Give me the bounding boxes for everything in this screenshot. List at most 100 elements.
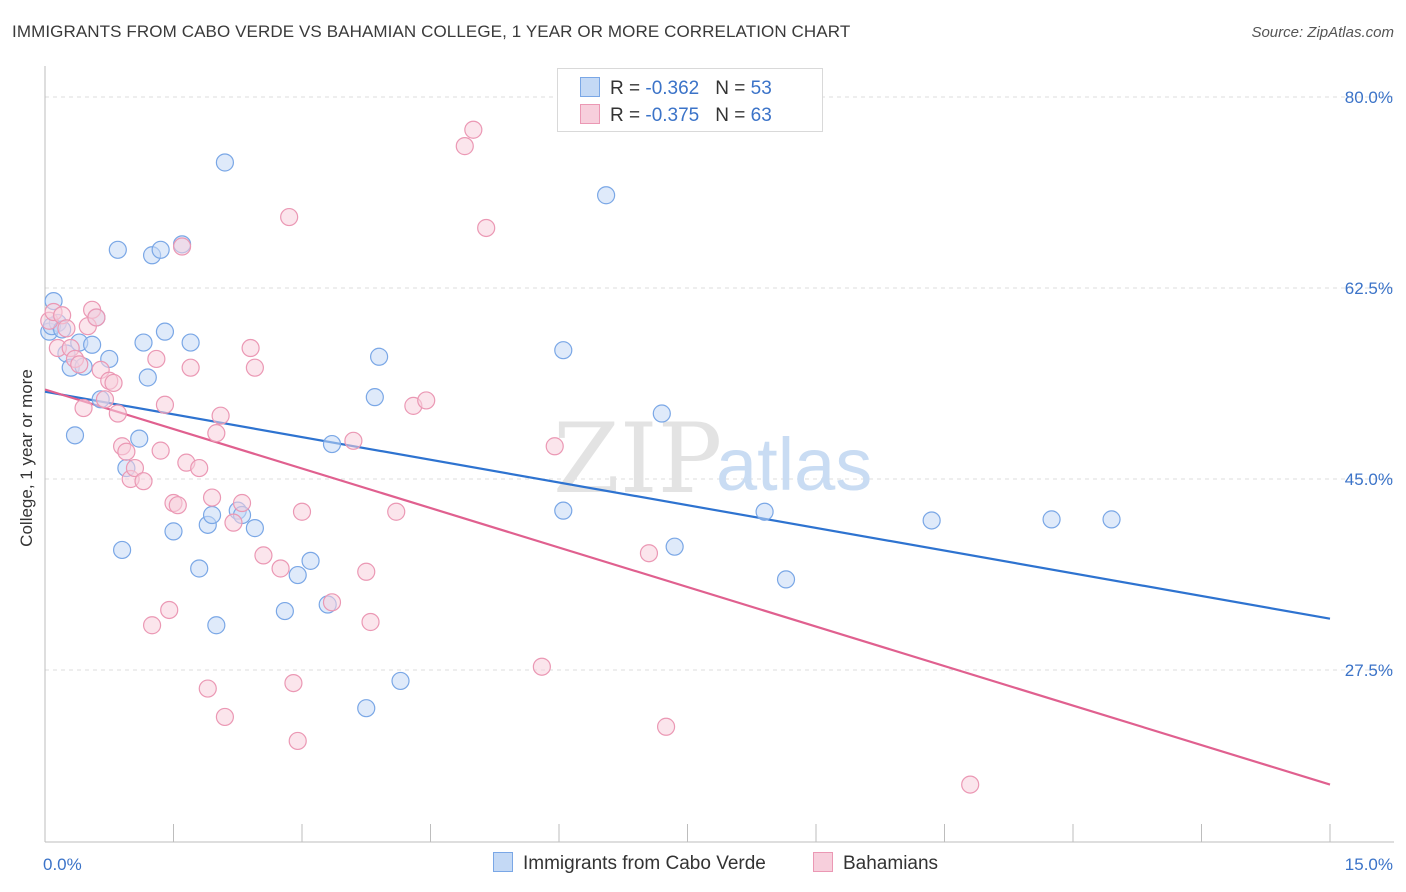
point-cabo-verde [922,511,941,530]
point-bahamians [168,496,187,515]
data-points [40,120,1121,794]
point-cabo-verde [554,501,573,520]
point-bahamians [215,707,234,727]
legend-r-value: -0.362 [645,78,700,99]
series-legend-bahamians: Bahamians [813,852,938,875]
point-cabo-verde [391,671,410,691]
source-label: Source: ZipAtlas.com [1251,24,1394,41]
point-bahamians [280,207,299,227]
point-bahamians [211,406,230,425]
point-bahamians [117,442,136,461]
series-label-bahamians: Bahamians [843,853,939,874]
point-bahamians [147,349,166,369]
point-bahamians [284,673,303,693]
series-label-cabo-verde: Immigrants from Cabo Verde [523,853,766,874]
point-cabo-verde [1102,510,1121,529]
point-bahamians [464,120,483,139]
point-bahamians [344,431,363,450]
legend-n-label: N = [715,78,751,99]
point-bahamians [198,679,217,698]
point-cabo-verde [134,333,153,352]
point-bahamians [104,373,123,393]
legend-swatch-bahamians [580,104,600,124]
point-cabo-verde [275,601,294,621]
point-bahamians [961,775,980,794]
point-cabo-verde [245,519,264,538]
point-bahamians [190,458,209,478]
point-cabo-verde [151,240,170,259]
point-bahamians [656,717,676,736]
point-cabo-verde [65,426,85,445]
point-bahamians [477,218,496,238]
point-bahamians [357,562,376,581]
x-tick-label-max: 15.0% [1345,855,1393,874]
point-bahamians [288,731,307,751]
trend-line-bahamians [44,388,1331,786]
point-bahamians [181,358,200,377]
y-tick-label: 27.5% [1345,661,1393,680]
trend-lines [44,388,1331,786]
point-bahamians [271,559,290,578]
point-cabo-verde [554,341,573,360]
watermark-atlas: atlas [716,423,872,506]
point-cabo-verde [597,186,616,205]
point-bahamians [361,612,380,632]
point-cabo-verde [365,388,384,407]
point-bahamians [70,355,89,374]
point-bahamians [207,424,226,443]
legend-row-bahamians: R = -0.375 N = 63 [580,104,772,126]
point-bahamians [57,319,76,338]
point-cabo-verde [138,368,157,387]
point-cabo-verde [215,153,234,172]
point-bahamians [545,437,564,456]
series-swatch-cabo-verde [493,852,513,872]
point-bahamians [232,493,252,513]
point-cabo-verde [288,565,307,585]
point-bahamians [95,390,115,409]
grid [45,96,1394,671]
point-bahamians [108,404,127,423]
point-cabo-verde [83,335,102,354]
point-cabo-verde [202,505,222,525]
legend-r-label: R = [610,78,646,99]
point-cabo-verde [357,699,376,718]
tick-labels: 27.5% 45.0% 62.5% 80.0% 0.0% 15.0% [43,88,1393,874]
point-cabo-verde [155,322,175,341]
point-bahamians [292,502,312,521]
point-bahamians [202,488,222,507]
point-bahamians [322,593,342,612]
point-cabo-verde [164,522,183,541]
legend-n-value: 53 [750,78,772,99]
point-bahamians [387,502,406,521]
y-axis-title: College, 1 year or more [17,369,36,547]
point-cabo-verde [181,333,200,352]
point-cabo-verde [190,559,209,578]
point-bahamians [241,338,260,358]
point-bahamians [254,546,273,565]
point-cabo-verde [665,537,684,556]
point-cabo-verde [301,551,320,570]
point-bahamians [417,391,436,410]
correlation-legend: R = -0.362 N = 53 R = -0.375 N = 63 [557,68,823,132]
y-tick-label: 80.0% [1345,88,1393,107]
point-bahamians [74,398,93,418]
x-tick-label-min: 0.0% [43,855,82,874]
legend-row-cabo-verde: R = -0.362 N = 53 [580,77,772,99]
point-cabo-verde [207,616,226,635]
legend-r-value: -0.375 [645,105,700,126]
point-cabo-verde [776,570,796,589]
point-bahamians [142,616,162,635]
point-bahamians [245,358,264,377]
point-bahamians [151,441,170,460]
point-cabo-verde [1042,510,1061,529]
series-legend-cabo-verde: Immigrants from Cabo Verde [493,852,766,875]
series-swatch-bahamians [813,852,833,872]
point-bahamians [160,600,179,620]
point-cabo-verde [108,240,127,259]
legend-swatch-cabo-verde [580,77,600,97]
point-cabo-verde [322,434,342,454]
chart-title: IMMIGRANTS FROM CABO VERDE VS BAHAMIAN C… [12,22,851,41]
watermark-zip: ZIP [553,403,722,515]
